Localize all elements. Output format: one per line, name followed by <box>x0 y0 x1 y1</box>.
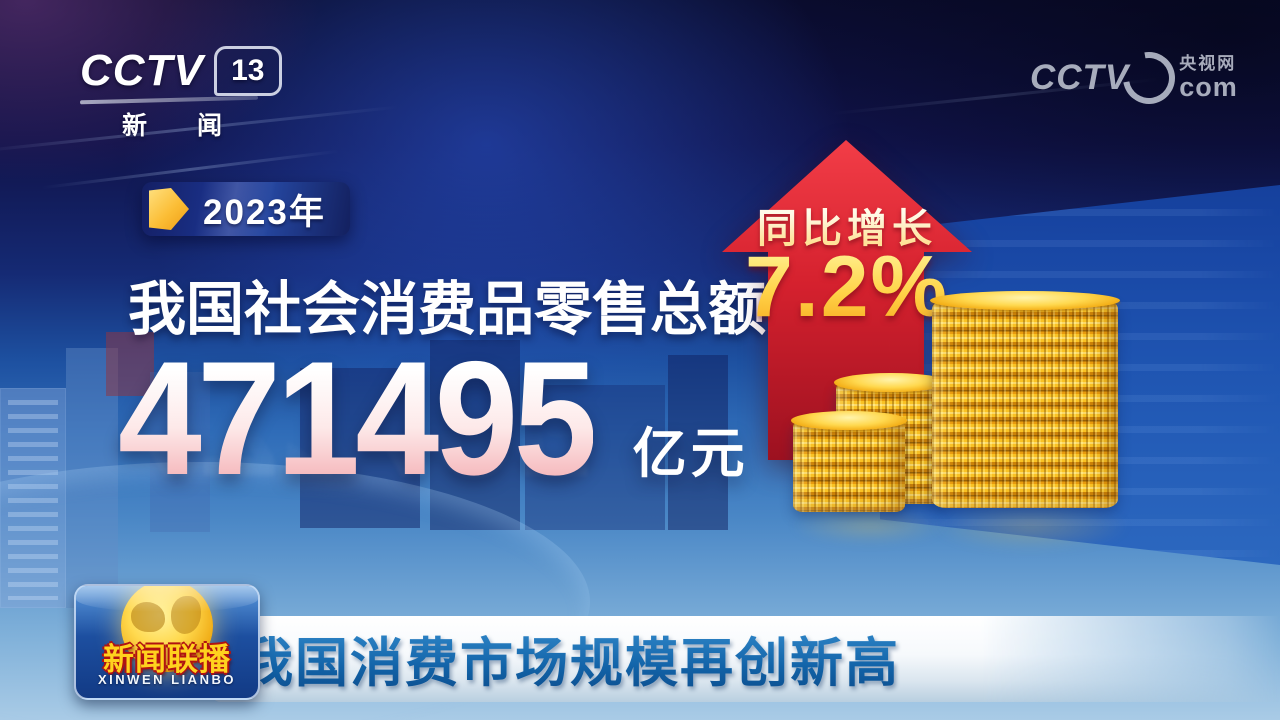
watermark-ring-icon <box>1113 41 1186 115</box>
background-skyline-silhouette <box>668 355 728 530</box>
background-building-windows <box>8 400 58 600</box>
background-skyline-silhouette <box>430 340 520 530</box>
background-skyline-silhouette <box>300 368 420 528</box>
coin-stack-small <box>791 411 907 512</box>
cctv13-channel-logo: CCTV 13 新闻 <box>79 46 282 142</box>
logo-gloss-highlight <box>76 586 258 612</box>
watermark-site-name: 央视网 <box>1179 54 1237 73</box>
statistic-title: 我国社会消费品零售总额 <box>128 277 767 342</box>
channel-number-badge: 13 <box>213 46 282 96</box>
background-building <box>106 332 154 396</box>
statistic-value-group: 471495 亿元 <box>118 338 749 500</box>
lower-third-banner: 我国消费市场规模再创新高 <box>212 616 1280 702</box>
cctv-brand-text: CCTV <box>80 46 204 95</box>
growth-value: 7.2% <box>712 238 982 337</box>
year-badge: 2023年 <box>142 182 350 236</box>
year-badge-label: 2023年 <box>203 192 326 232</box>
globe-icon <box>121 586 213 672</box>
background-skyline-silhouette <box>525 385 665 530</box>
cctv13-logo-row: CCTV 13 <box>80 46 282 96</box>
watermark-site-block: 央视网 com <box>1179 55 1238 101</box>
background-building <box>150 372 210 532</box>
program-name-cn: 新闻联播 <box>103 642 231 677</box>
statistic-unit: 亿元 <box>632 424 749 484</box>
xinwen-lianbo-program-logo: 新闻联播 XINWEN LIANBO <box>74 584 260 700</box>
watermark-domain: com <box>1179 72 1238 102</box>
cctv-com-watermark: CCTV 央视网 com <box>1030 41 1238 115</box>
watermark-brand-text: CCTV <box>1030 58 1130 97</box>
background-building <box>0 388 66 608</box>
gold-arrow-icon <box>149 188 189 230</box>
channel-name-text: 新闻 <box>122 112 273 140</box>
statistic-value: 471495 <box>118 328 597 509</box>
coin-reflection <box>930 500 1130 552</box>
growth-label: 同比增长 <box>722 196 972 254</box>
headline-text: 我国消费市场规模再创新高 <box>240 621 900 697</box>
cctv-logo-swoosh <box>79 95 259 105</box>
coin-stack-tall <box>930 291 1120 508</box>
program-name-en: XINWEN LIANBO <box>98 672 236 687</box>
